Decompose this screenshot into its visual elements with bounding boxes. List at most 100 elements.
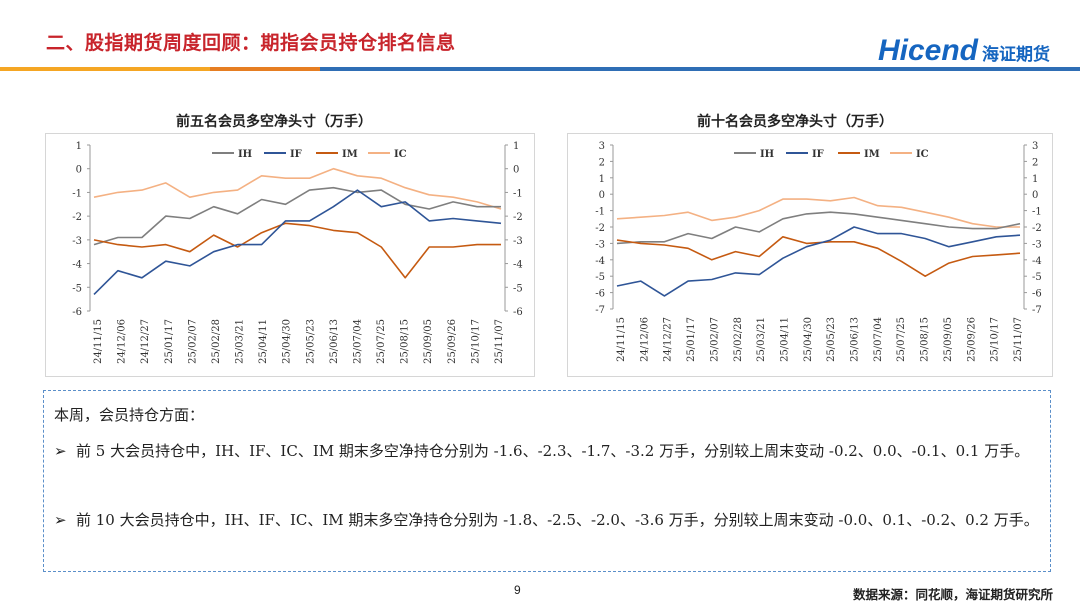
- y-tick-label-right: 0: [1032, 190, 1038, 201]
- x-tick-label: 24/11/15: [93, 319, 104, 364]
- x-tick-label: 25/09/05: [943, 317, 954, 362]
- x-tick-label: 25/11/07: [494, 319, 505, 364]
- x-tick-label: 25/02/28: [733, 317, 744, 362]
- y-tick-label-left: -4: [595, 256, 605, 267]
- legend-label-IM: IM: [342, 149, 358, 160]
- legend-label-IF: IF: [812, 149, 824, 160]
- chart1-title: 前五名会员多空净头寸（万手）: [176, 114, 372, 130]
- x-tick-label: 25/11/07: [1013, 317, 1024, 362]
- chart2-container: 3 3 2 2 1 1 0 0 -1 -1 -2 -2 -3 -3 -4 -4 -5 -5 -6 -6 -7 -7 24/1…: [567, 133, 1053, 377]
- y-tick-label-right: -5: [513, 283, 523, 294]
- y-tick-label-right: -5: [1032, 272, 1042, 283]
- y-tick-label-left: -6: [72, 307, 82, 318]
- note-text-top5: 前 5 大会员持仓中，IH、IF、IC、IM 期末多空净持仓分别为 -1.6、-…: [76, 442, 1030, 460]
- x-tick-label: 25/09/26: [447, 319, 458, 364]
- x-tick-label: 24/12/06: [117, 319, 128, 364]
- y-tick-label-right: -4: [513, 260, 523, 271]
- y-tick-label-right: -6: [1032, 289, 1042, 300]
- x-tick-label: 25/08/15: [400, 319, 411, 364]
- chart1-container: 1 1 0 0 -1 -1 -2 -2 -3 -3 -4 -4 -5 -5 -6 -6 24/11/15 24/1…: [45, 133, 535, 377]
- y-tick-label-right: 0: [513, 165, 519, 176]
- series-line-IF: [93, 189, 502, 295]
- logo-text-cn: 海证期货: [982, 45, 1050, 65]
- y-tick-label-left: -3: [595, 239, 605, 250]
- chart2-title: 前十名会员多空净头寸（万手）: [697, 114, 893, 130]
- y-tick-label-left: -6: [595, 289, 605, 300]
- y-tick-label-right: -2: [1032, 223, 1042, 234]
- y-tick-label-left: -5: [595, 272, 605, 283]
- x-tick-label: 25/02/07: [187, 319, 198, 364]
- x-tick-label: 25/07/25: [376, 319, 387, 364]
- note-item-top5: ➢ 前 5 大会员持仓中，IH、IF、IC、IM 期末多空净持仓分别为 -1.6、…: [54, 435, 1044, 468]
- x-tick-label: 25/08/15: [920, 317, 931, 362]
- series-line-IF: [616, 226, 1021, 297]
- legend-label-IC: IC: [394, 149, 407, 160]
- x-tick-label: 25/03/21: [235, 319, 246, 364]
- x-tick-label: 25/01/17: [686, 317, 697, 362]
- logo-text-en: Hicend: [877, 34, 978, 67]
- arrow-bullet-icon: ➢: [54, 442, 67, 460]
- legend-label-IH: IH: [760, 149, 774, 160]
- y-tick-label-right: -3: [513, 236, 523, 247]
- y-tick-label-left: 2: [599, 157, 605, 168]
- x-tick-label: 25/03/21: [756, 317, 767, 362]
- legend-label-IC: IC: [916, 149, 929, 160]
- note-item-top10: ➢ 前 10 大会员持仓中，IH、IF、IC、IM 期末多空净持仓分别为 -1.8…: [54, 504, 1044, 537]
- y-tick-label-left: 3: [599, 141, 605, 152]
- header-divider: [0, 67, 1080, 71]
- x-tick-label: 25/05/23: [305, 319, 316, 364]
- chart2-svg: 3 3 2 2 1 1 0 0 -1 -1 -2 -2 -3 -3 -4 -4 -5 -5 -6 -6 -7 -7 24/1…: [595, 141, 1042, 362]
- page-title: 二、股指期货周度回顾：期指会员持仓排名信息: [46, 32, 456, 54]
- y-tick-label-right: -2: [513, 212, 523, 223]
- series-line-IC: [616, 196, 1020, 228]
- y-tick-label-right: -7: [1032, 305, 1042, 316]
- series-line-IH: [93, 186, 501, 246]
- data-source: 数据来源：同花顺，海证期货研究所: [852, 587, 1053, 602]
- page-number: 9: [514, 583, 521, 597]
- x-tick-label: 25/10/17: [470, 319, 481, 364]
- x-tick-label: 25/04/11: [779, 317, 790, 362]
- x-tick-label: 25/02/28: [211, 319, 222, 364]
- x-tick-label: 25/06/13: [329, 319, 340, 364]
- y-tick-label-right: -1: [1032, 207, 1042, 218]
- x-tick-label: 25/01/17: [164, 319, 175, 364]
- legend-label-IM: IM: [864, 149, 880, 160]
- y-tick-label-right: 2: [1032, 157, 1038, 168]
- legend-label-IF: IF: [290, 149, 302, 160]
- y-tick-label-left: -1: [72, 188, 82, 199]
- arrow-bullet-icon: ➢: [54, 511, 67, 529]
- series-line-IH: [616, 211, 1021, 245]
- x-tick-label: 24/11/15: [616, 317, 627, 362]
- x-tick-label: 25/09/05: [423, 319, 434, 364]
- y-tick-label-left: -1: [595, 207, 605, 218]
- y-tick-label-left: -5: [72, 283, 82, 294]
- x-tick-label: 25/07/04: [873, 317, 884, 362]
- x-tick-label: 25/07/25: [896, 317, 907, 362]
- y-tick-label-right: -1: [513, 188, 523, 199]
- chart1-svg: 1 1 0 0 -1 -1 -2 -2 -3 -3 -4 -4 -5 -5 -6 -6 24/11/15 24/1…: [72, 141, 523, 364]
- y-tick-label-left: 0: [76, 165, 82, 176]
- series-line-IC: [93, 167, 502, 210]
- y-tick-label-right: -4: [1032, 256, 1042, 267]
- series-line-IM: [93, 222, 501, 279]
- x-tick-label: 25/02/07: [709, 317, 720, 362]
- y-tick-label-right: 1: [1032, 174, 1038, 185]
- y-tick-label-left: -3: [72, 236, 82, 247]
- x-tick-label: 24/12/06: [639, 317, 650, 362]
- notes-heading: 本周，会员持仓方面：: [54, 406, 205, 424]
- notes-box: 本周，会员持仓方面： ➢ 前 5 大会员持仓中，IH、IF、IC、IM 期末多空净…: [43, 390, 1051, 572]
- y-tick-label-left: -4: [72, 260, 82, 271]
- legend-label-IH: IH: [238, 149, 252, 160]
- x-tick-label: 25/04/11: [258, 319, 269, 364]
- y-tick-label-right: 3: [1032, 141, 1038, 152]
- y-tick-label-left: 0: [599, 190, 605, 201]
- x-tick-label: 25/07/04: [352, 319, 363, 364]
- x-tick-label: 25/06/13: [850, 317, 861, 362]
- x-tick-label: 25/09/26: [966, 317, 977, 362]
- x-tick-label: 25/05/23: [826, 317, 837, 362]
- y-tick-label-left: -2: [595, 223, 605, 234]
- x-tick-label: 24/12/27: [663, 317, 674, 362]
- y-tick-label-left: 1: [76, 141, 82, 152]
- y-tick-label-left: -2: [72, 212, 82, 223]
- y-tick-label-right: -3: [1032, 239, 1042, 250]
